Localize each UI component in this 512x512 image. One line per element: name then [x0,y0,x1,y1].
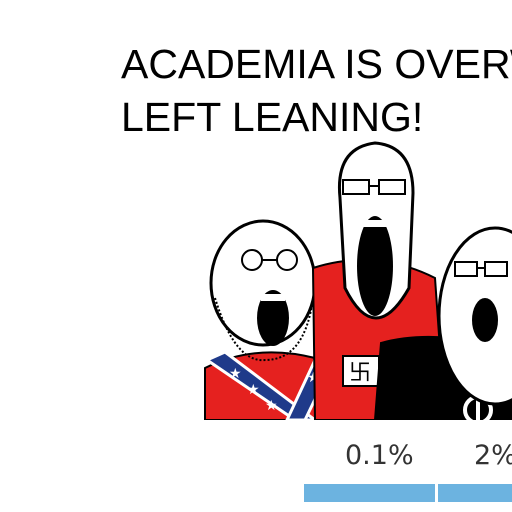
meme-caption: ACADEMIA IS OVERW LEFT LEANING! [121,38,512,144]
left-soyjak: ★ ★ ★ ★ [203,219,334,420]
caption-line-2: LEFT LEANING! [121,94,424,140]
bar-segment-left [304,484,435,502]
soyjak-cartoon: ★ ★ ★ ★ 卐 [203,141,512,420]
caption-line-1: ACADEMIA IS OVERW [121,41,512,87]
svg-text:★: ★ [229,366,242,382]
stat-right-percent: 2% [474,440,512,471]
percentage-bar [304,484,512,502]
svg-text:卐: 卐 [349,361,371,386]
svg-text:★: ★ [247,382,260,398]
stat-left-percent: 0.1% [345,440,414,471]
bar-segment-right [438,484,512,502]
svg-text:★: ★ [265,398,278,414]
right-soyjak [373,226,512,420]
